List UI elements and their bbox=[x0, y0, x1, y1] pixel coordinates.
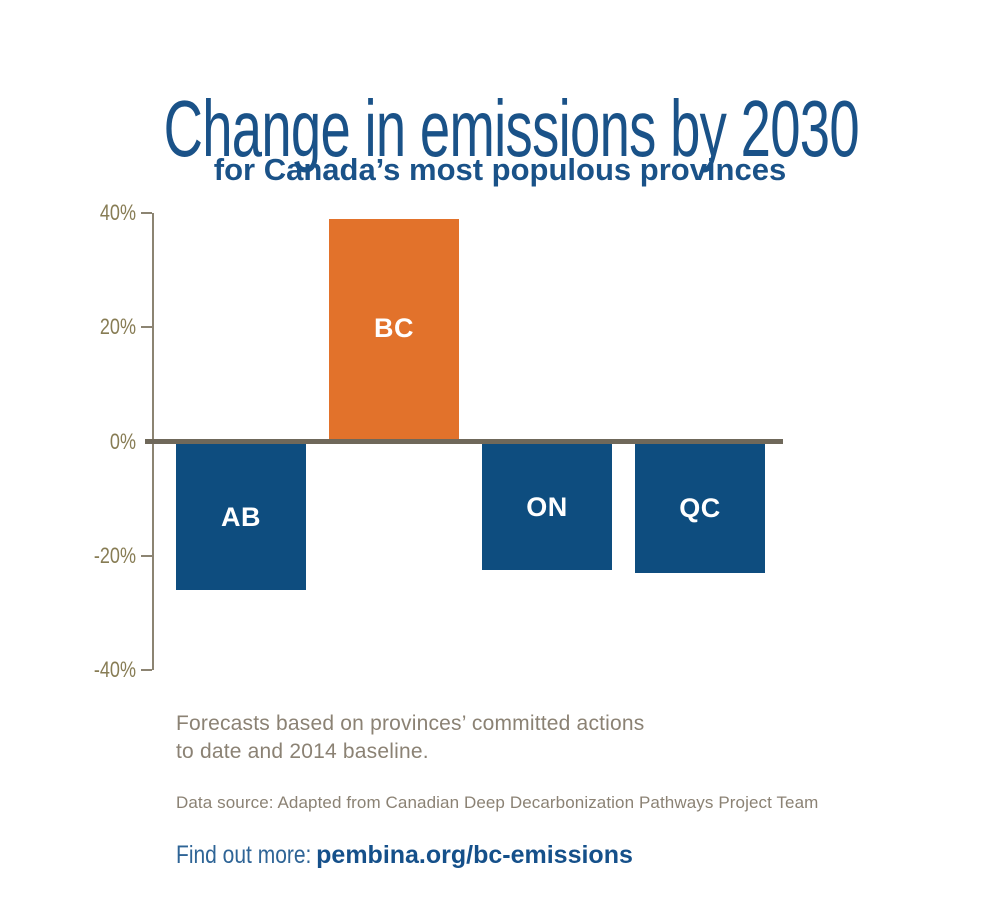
y-tick-label-20: 20% bbox=[99, 314, 136, 340]
bar-on: ON bbox=[482, 444, 612, 571]
bar-label-ab: AB bbox=[221, 501, 261, 532]
y-tick-label-40: 40% bbox=[99, 200, 136, 225]
y-tick-mark-40 bbox=[141, 212, 152, 214]
y-tick-label--40: -40% bbox=[93, 657, 136, 682]
chart-title-text: Change in emissions by 2030 bbox=[163, 83, 860, 173]
find-out-more: Find out more: pembina.org/bc-emissions bbox=[176, 840, 633, 870]
y-tick-mark--40 bbox=[141, 669, 152, 671]
find-out-more-url[interactable]: pembina.org/bc-emissions bbox=[316, 841, 633, 869]
bar-ab: AB bbox=[176, 444, 306, 591]
find-out-more-label: Find out more: bbox=[176, 841, 312, 869]
chart-title: Change in emissions by 2030 bbox=[0, 83, 1000, 173]
y-tick-label-0: 0% bbox=[109, 428, 136, 454]
y-tick-mark--20 bbox=[141, 554, 152, 557]
bar-label-on: ON bbox=[526, 491, 568, 522]
data-source: Data source: Adapted from Canadian Deep … bbox=[176, 793, 819, 812]
y-tick-mark-20 bbox=[141, 326, 152, 329]
bar-qc: QC bbox=[635, 444, 765, 573]
forecast-note-line2: to date and 2014 baseline. bbox=[176, 739, 429, 763]
zero-baseline bbox=[145, 438, 783, 445]
bar-label-qc: QC bbox=[679, 493, 721, 524]
y-tick-label--20: -20% bbox=[93, 542, 136, 568]
forecast-note: Forecasts based on provinces’ committed … bbox=[176, 710, 645, 765]
chart-subtitle: for Canada’s most populous provinces bbox=[213, 151, 787, 187]
bar-label-bc: BC bbox=[374, 313, 414, 344]
bar-bc: BC bbox=[329, 218, 459, 439]
forecast-note-line1: Forecasts based on provinces’ committed … bbox=[176, 712, 645, 735]
